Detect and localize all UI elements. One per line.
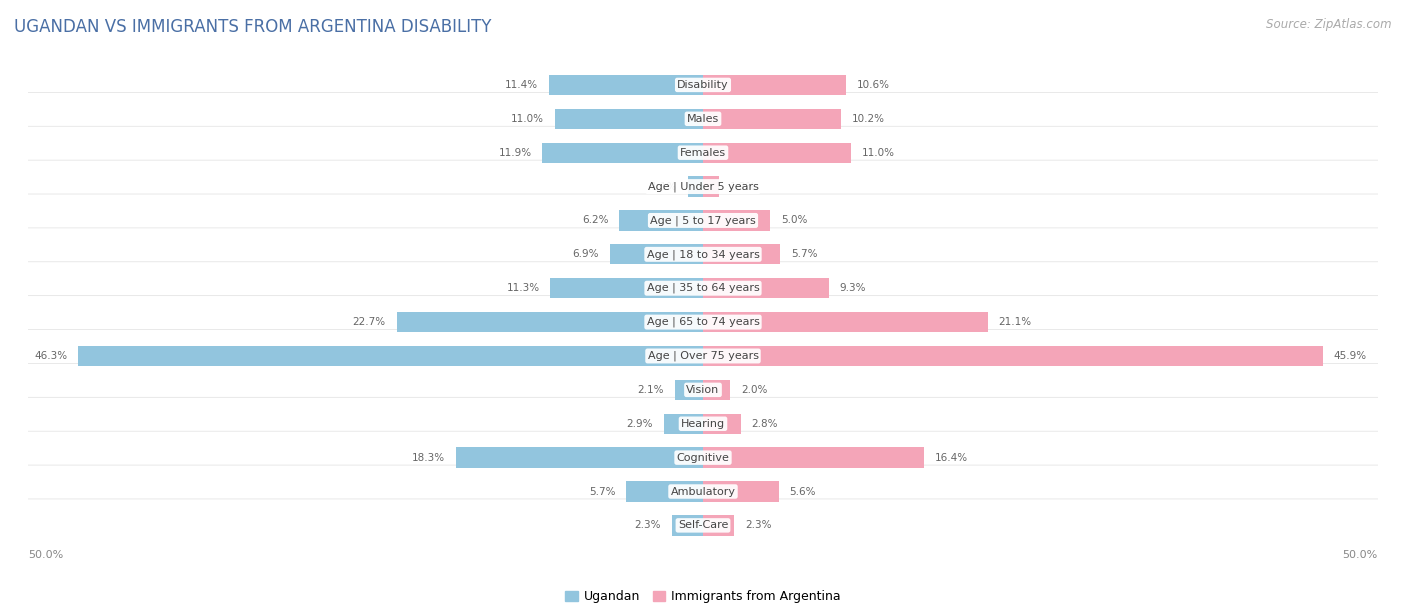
FancyBboxPatch shape — [17, 160, 1389, 213]
Text: Age | Over 75 years: Age | Over 75 years — [648, 351, 758, 361]
Text: Age | 5 to 17 years: Age | 5 to 17 years — [650, 215, 756, 226]
Text: UGANDAN VS IMMIGRANTS FROM ARGENTINA DISABILITY: UGANDAN VS IMMIGRANTS FROM ARGENTINA DIS… — [14, 18, 492, 36]
Bar — [703, 143, 852, 163]
Text: 5.7%: 5.7% — [589, 487, 616, 496]
FancyBboxPatch shape — [17, 296, 1389, 348]
Bar — [610, 244, 703, 264]
FancyBboxPatch shape — [17, 92, 1389, 145]
Bar — [554, 109, 703, 129]
FancyBboxPatch shape — [17, 126, 1389, 179]
FancyBboxPatch shape — [17, 329, 1389, 382]
Text: 10.2%: 10.2% — [852, 114, 884, 124]
Text: 10.6%: 10.6% — [856, 80, 890, 90]
Bar — [396, 312, 703, 332]
Bar — [703, 414, 741, 434]
Text: Age | 35 to 64 years: Age | 35 to 64 years — [647, 283, 759, 294]
Bar — [703, 515, 734, 536]
Text: 2.3%: 2.3% — [745, 520, 772, 531]
Bar — [703, 278, 828, 299]
Text: Self-Care: Self-Care — [678, 520, 728, 531]
Bar — [619, 211, 703, 231]
Text: 2.1%: 2.1% — [637, 385, 664, 395]
Text: Males: Males — [688, 114, 718, 124]
Text: 11.4%: 11.4% — [505, 80, 538, 90]
Legend: Ugandan, Immigrants from Argentina: Ugandan, Immigrants from Argentina — [560, 585, 846, 608]
Bar — [79, 346, 703, 366]
Text: 5.7%: 5.7% — [790, 249, 817, 259]
Text: 9.3%: 9.3% — [839, 283, 866, 293]
Text: 6.9%: 6.9% — [572, 249, 599, 259]
Bar — [703, 346, 1323, 366]
Bar — [703, 244, 780, 264]
Text: 21.1%: 21.1% — [998, 317, 1032, 327]
Bar — [456, 447, 703, 468]
Text: 1.2%: 1.2% — [730, 182, 756, 192]
Text: Age | 18 to 34 years: Age | 18 to 34 years — [647, 249, 759, 259]
Text: 2.9%: 2.9% — [627, 419, 652, 429]
FancyBboxPatch shape — [17, 364, 1389, 416]
Text: 16.4%: 16.4% — [935, 453, 969, 463]
Bar — [703, 312, 988, 332]
Text: Age | 65 to 74 years: Age | 65 to 74 years — [647, 317, 759, 327]
Bar — [543, 143, 703, 163]
Text: 1.1%: 1.1% — [651, 182, 678, 192]
Bar — [550, 75, 703, 95]
FancyBboxPatch shape — [17, 431, 1389, 484]
Bar — [703, 447, 924, 468]
Text: 50.0%: 50.0% — [28, 550, 63, 560]
Text: 46.3%: 46.3% — [34, 351, 67, 361]
Bar — [626, 482, 703, 502]
Text: Hearing: Hearing — [681, 419, 725, 429]
Text: 2.8%: 2.8% — [752, 419, 778, 429]
Text: 11.0%: 11.0% — [510, 114, 544, 124]
FancyBboxPatch shape — [17, 397, 1389, 450]
Text: Females: Females — [681, 147, 725, 158]
FancyBboxPatch shape — [17, 228, 1389, 281]
Text: 18.3%: 18.3% — [412, 453, 446, 463]
FancyBboxPatch shape — [17, 59, 1389, 111]
Bar — [703, 482, 779, 502]
Text: 50.0%: 50.0% — [1343, 550, 1378, 560]
Bar — [664, 414, 703, 434]
Bar — [703, 211, 770, 231]
Text: 45.9%: 45.9% — [1333, 351, 1367, 361]
Text: 11.0%: 11.0% — [862, 147, 896, 158]
Text: 11.9%: 11.9% — [499, 147, 531, 158]
Bar — [703, 176, 720, 196]
Text: 5.6%: 5.6% — [789, 487, 815, 496]
Text: 11.3%: 11.3% — [506, 283, 540, 293]
FancyBboxPatch shape — [17, 194, 1389, 247]
FancyBboxPatch shape — [17, 499, 1389, 552]
Bar — [703, 379, 730, 400]
Text: Cognitive: Cognitive — [676, 453, 730, 463]
Text: 22.7%: 22.7% — [353, 317, 385, 327]
Bar — [675, 379, 703, 400]
Bar — [703, 109, 841, 129]
Bar — [672, 515, 703, 536]
Bar — [551, 278, 703, 299]
Text: 2.0%: 2.0% — [741, 385, 768, 395]
Text: Age | Under 5 years: Age | Under 5 years — [648, 181, 758, 192]
FancyBboxPatch shape — [17, 262, 1389, 315]
Text: Ambulatory: Ambulatory — [671, 487, 735, 496]
Text: Disability: Disability — [678, 80, 728, 90]
Bar — [688, 176, 703, 196]
Bar — [703, 75, 846, 95]
FancyBboxPatch shape — [17, 465, 1389, 518]
Text: 6.2%: 6.2% — [582, 215, 609, 225]
Text: Source: ZipAtlas.com: Source: ZipAtlas.com — [1267, 18, 1392, 31]
Text: Vision: Vision — [686, 385, 720, 395]
Text: 2.3%: 2.3% — [634, 520, 661, 531]
Text: 5.0%: 5.0% — [782, 215, 807, 225]
